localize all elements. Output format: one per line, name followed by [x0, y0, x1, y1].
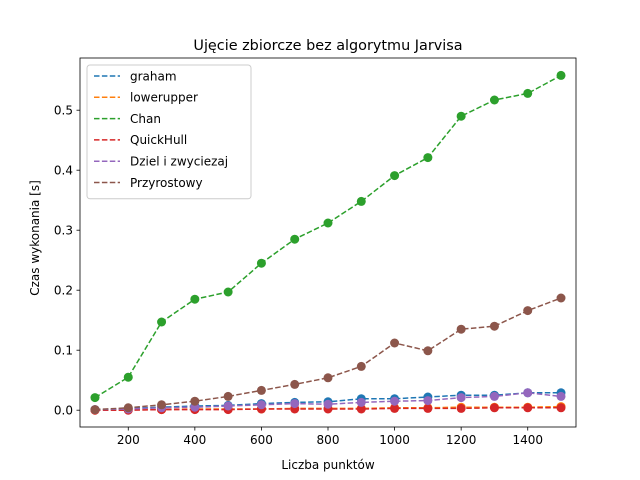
x-tick-label: 1400: [512, 433, 543, 447]
data-point-chan: [323, 218, 333, 228]
data-point-przyrostowy: [123, 403, 133, 413]
series-line-przyrostowy: [94, 297, 562, 411]
data-point-przyrostowy: [90, 405, 100, 415]
x-axis-label: Liczba punktów: [281, 458, 375, 472]
data-point-quickhull: [556, 403, 566, 413]
x-tick-label: 800: [317, 433, 340, 447]
axes-ticks: 200 400 600 800 1000 1200 1400 0.0 0.1 0.2 0.3 0.4 0…: [54, 104, 543, 448]
data-point-dziel-i-zwyciezaj: [456, 393, 466, 403]
legend-label-quickhull: QuickHull: [130, 133, 187, 147]
data-point-quickhull: [523, 403, 533, 413]
data-point-przyrostowy: [523, 306, 533, 316]
data-point-chan: [390, 171, 400, 181]
data-point-przyrostowy: [356, 361, 366, 371]
data-point-chan: [223, 287, 233, 297]
y-axis-label: Czas wykonania [s]: [28, 180, 42, 296]
plot-area: [90, 70, 566, 415]
y-tick-label: 0.1: [54, 344, 73, 358]
y-tick-label: 0.5: [54, 104, 73, 118]
legend-label-przyrostowy: Przyrostowy: [130, 176, 203, 190]
data-point-przyrostowy: [489, 321, 499, 331]
chart-title: Ujęcie zbiorcze bez algorytmu Jarvisa: [193, 38, 462, 54]
legend-label-dziel-i-zwyciezaj: Dziel i zwyciezaj: [130, 155, 228, 169]
data-point-dziel-i-zwyciezaj: [356, 397, 366, 407]
x-tick-label: 600: [250, 433, 273, 447]
y-tick-label: 0.3: [54, 224, 73, 238]
data-point-dziel-i-zwyciezaj: [423, 396, 433, 406]
data-point-chan: [423, 153, 433, 163]
data-point-chan: [556, 70, 566, 80]
x-tick-label: 1000: [379, 433, 410, 447]
data-point-chan: [157, 317, 167, 327]
data-point-przyrostowy: [556, 293, 566, 303]
data-point-przyrostowy: [423, 346, 433, 356]
data-point-przyrostowy: [190, 396, 200, 406]
data-point-quickhull: [390, 403, 400, 413]
legend-box: [86, 64, 252, 200]
data-point-chan: [456, 111, 466, 121]
data-point-przyrostowy: [323, 373, 333, 383]
data-point-quickhull: [489, 403, 499, 413]
data-point-chan: [523, 88, 533, 98]
data-point-chan: [489, 95, 499, 105]
x-tick-label: 400: [183, 433, 206, 447]
y-tick-label: 0.2: [54, 284, 73, 298]
data-point-chan: [356, 196, 366, 206]
data-point-quickhull: [356, 404, 366, 414]
x-tick-label: 1200: [446, 433, 477, 447]
data-point-chan: [290, 234, 300, 244]
data-point-quickhull: [456, 403, 466, 413]
data-point-chan: [123, 372, 133, 382]
data-point-przyrostowy: [256, 385, 266, 395]
y-tick-label: 0.0: [54, 404, 73, 418]
data-point-dziel-i-zwyciezaj: [223, 401, 233, 411]
data-point-przyrostowy: [390, 338, 400, 348]
data-point-chan: [90, 393, 100, 403]
data-point-przyrostowy: [157, 400, 167, 410]
data-point-chan: [190, 294, 200, 304]
data-point-dziel-i-zwyciezaj: [523, 388, 533, 398]
data-point-dziel-i-zwyciezaj: [290, 399, 300, 409]
data-point-dziel-i-zwyciezaj: [556, 391, 566, 401]
data-point-przyrostowy: [223, 391, 233, 401]
data-point-przyrostowy: [290, 379, 300, 389]
y-tick-label: 0.4: [54, 164, 73, 178]
legend-label-graham: graham: [130, 69, 177, 83]
x-tick-label: 200: [117, 433, 140, 447]
data-point-dziel-i-zwyciezaj: [323, 399, 333, 409]
data-point-dziel-i-zwyciezaj: [256, 400, 266, 410]
legend: graham lowerupper Chan QuickHull Dziel i zwy…: [86, 64, 252, 200]
data-point-dziel-i-zwyciezaj: [489, 391, 499, 401]
data-point-przyrostowy: [456, 324, 466, 334]
data-point-chan: [256, 258, 266, 268]
legend-label-lowerupper: lowerupper: [130, 91, 198, 105]
legend-label-chan: Chan: [130, 112, 161, 126]
data-point-dziel-i-zwyciezaj: [390, 396, 400, 406]
data-point-quickhull: [423, 403, 433, 413]
